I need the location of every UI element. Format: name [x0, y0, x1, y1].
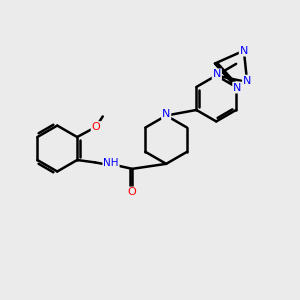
Text: N: N — [162, 109, 170, 119]
Text: O: O — [128, 188, 136, 197]
Text: N: N — [233, 82, 242, 93]
Text: N: N — [243, 76, 251, 85]
Text: O: O — [92, 122, 100, 132]
Text: NH: NH — [103, 158, 119, 168]
Text: N: N — [213, 69, 221, 79]
Text: N: N — [240, 46, 248, 56]
